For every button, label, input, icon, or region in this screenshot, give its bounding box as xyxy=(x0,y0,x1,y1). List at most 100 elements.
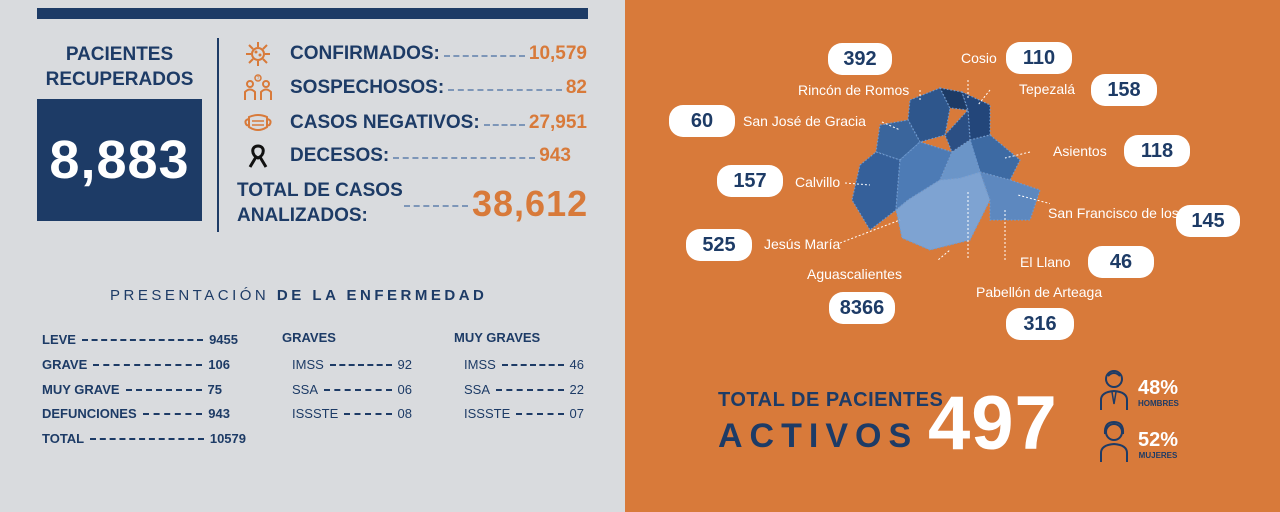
pill-calvillo: 157 xyxy=(717,165,783,197)
row-label: SSA xyxy=(464,381,491,397)
row-value: 08 xyxy=(397,405,412,421)
muy-graves-row: IMSS 46 xyxy=(464,355,584,373)
dash-leader xyxy=(329,364,392,366)
total-casos-label: TOTAL DE CASOS ANALIZADOS: xyxy=(237,180,403,226)
pill-value: 145 xyxy=(1191,209,1225,232)
gender-label: HOMBRES xyxy=(1138,398,1179,408)
row-label: ISSSTE xyxy=(464,405,511,421)
label-rincon-de-romos: Rincón de Romos xyxy=(798,82,910,98)
pill-san-francisco-de-los-romo: 145 xyxy=(1176,205,1240,237)
stat-value: 10,579 xyxy=(528,43,587,64)
row-label: DEFUNCIONES xyxy=(42,405,137,421)
row-value: 9455 xyxy=(209,331,238,347)
row-label: ISSSTE xyxy=(292,405,339,421)
row-value: 943 xyxy=(208,405,230,421)
dash-leader xyxy=(81,339,204,341)
label-calvillo: Calvillo xyxy=(795,174,841,190)
label-asientos: Asientos xyxy=(1053,143,1107,159)
row-label: GRAVE xyxy=(42,356,88,372)
stat-label: CASOS NEGATIVOS: xyxy=(290,112,480,133)
dash-leader xyxy=(483,124,525,126)
pill-value: 158 xyxy=(1107,78,1141,101)
presentacion-title-a: PRESENTACIÓN xyxy=(110,287,270,304)
dash-leader xyxy=(448,89,562,91)
label-cosio: Cosio xyxy=(961,50,997,66)
suspects-icon: ? xyxy=(242,74,274,102)
row-label: IMSS xyxy=(292,356,324,372)
gender-pct: 52% xyxy=(1138,428,1179,451)
dash-leader xyxy=(496,389,564,391)
graves-title: GRAVES xyxy=(282,330,336,345)
graves-row: ISSSTE 08 xyxy=(292,404,412,422)
pill-value: 8366 xyxy=(839,296,885,319)
dash-leader xyxy=(393,157,536,159)
row-value: 46 xyxy=(569,356,584,372)
label-el-llano: El Llano xyxy=(1020,254,1071,270)
pill-san-jose-de-gracia: 60 xyxy=(669,105,735,137)
dash-leader xyxy=(90,438,204,440)
row-value: 06 xyxy=(397,381,412,397)
summary-row: GRAVE 106 xyxy=(42,355,230,373)
gender-men: 48% HOMBRES xyxy=(1098,368,1179,417)
graves-row: SSA 06 xyxy=(292,380,412,398)
pill-value: 525 xyxy=(702,233,736,256)
row-value: 10579 xyxy=(209,430,246,446)
dash-leader xyxy=(93,364,203,366)
recuperados-box: 8,883 xyxy=(37,99,202,221)
row-label: IMSS xyxy=(464,356,496,372)
pill-jesus-maria: 525 xyxy=(686,229,752,261)
summary-row: DEFUNCIONES 943 xyxy=(42,404,230,422)
muy-graves-row: SSA 22 xyxy=(464,380,584,398)
virus-icon xyxy=(242,40,274,68)
dash-leader xyxy=(344,413,392,415)
recuperados-value: 8,883 xyxy=(49,130,190,190)
summary-row: TOTAL 10579 xyxy=(42,429,246,447)
row-value: 22 xyxy=(569,381,584,397)
pill-pabellon-de-arteaga: 316 xyxy=(1006,308,1074,340)
left-panel xyxy=(0,0,625,512)
man-icon xyxy=(1098,368,1130,417)
woman-icon xyxy=(1098,420,1130,469)
stat-negativos: CASOS NEGATIVOS: 27,951 xyxy=(242,109,587,137)
dash-leader xyxy=(443,55,525,57)
gender-women: 52% MUJERES xyxy=(1098,420,1178,469)
pill-value: 46 xyxy=(1109,250,1133,273)
map-region-el-llano xyxy=(979,171,1041,221)
summary-row: MUY GRAVE 75 xyxy=(42,380,222,398)
label-pabellon-de-arteaga: Pabellón de Arteaga xyxy=(976,284,1103,300)
stat-label: SOSPECHOSOS: xyxy=(290,77,445,98)
dash-leader xyxy=(501,364,564,366)
summary-row: LEVE 9455 xyxy=(42,330,238,348)
recuperados-title: PACIENTES RECUPERADOS xyxy=(45,44,194,90)
stat-label: DECESOS: xyxy=(290,145,390,166)
stat-value: 27,951 xyxy=(528,112,587,133)
presentacion-title: PRESENTACIÓN DE LA ENFERMEDAD xyxy=(110,287,487,304)
activos-value: 497 xyxy=(928,381,1058,466)
stat-sospechosos: ? SOSPECHOSOS: 82 xyxy=(242,74,587,102)
label-tepezala: Tepezalá xyxy=(1019,81,1076,97)
row-value: 92 xyxy=(397,356,412,372)
label-jesus-maria: Jesús María xyxy=(764,236,841,252)
pill-aguascalientes: 8366 xyxy=(829,292,895,324)
dash-leader xyxy=(142,413,203,415)
dash-leader xyxy=(516,413,564,415)
map-region-calvillo xyxy=(851,151,901,231)
stat-value: 943 xyxy=(539,145,571,166)
dash-leader xyxy=(324,389,392,391)
map-region-cosio xyxy=(938,87,969,111)
stat-confirmados: CONFIRMADOS: 10,579 xyxy=(242,40,587,68)
graves-row: IMSS 92 xyxy=(292,355,412,373)
gender-pct: 48% xyxy=(1138,376,1179,399)
stat-value: 82 xyxy=(565,77,587,98)
map-region-asientos xyxy=(969,134,1021,181)
row-label: SSA xyxy=(292,381,319,397)
pill-el-llano: 46 xyxy=(1088,246,1154,278)
stat-label: CONFIRMADOS: xyxy=(290,43,440,64)
pill-value: 118 xyxy=(1140,139,1174,162)
label-san-jose-de-gracia: San José de Gracia xyxy=(743,113,866,129)
gender-label: MUJERES xyxy=(1138,450,1178,460)
pill-value: 60 xyxy=(690,109,714,132)
pill-value: 316 xyxy=(1023,312,1057,335)
row-label: MUY GRAVE xyxy=(42,381,120,397)
label-aguascalientes: Aguascalientes xyxy=(807,266,902,282)
